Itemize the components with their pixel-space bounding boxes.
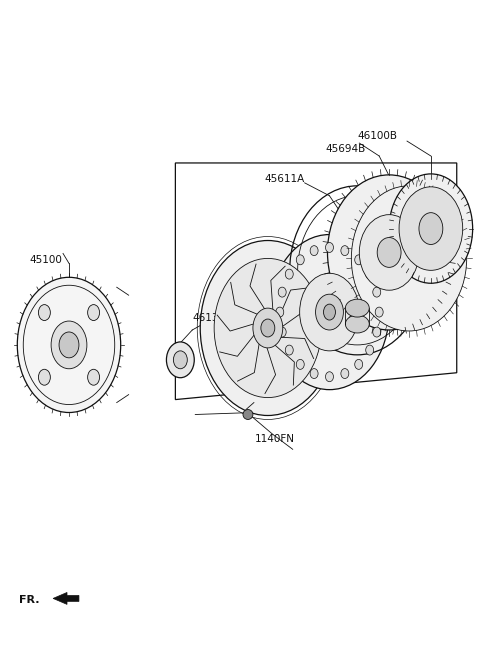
Ellipse shape xyxy=(355,255,363,265)
Text: 1140FN: 1140FN xyxy=(255,434,295,444)
Ellipse shape xyxy=(296,359,304,369)
Ellipse shape xyxy=(366,269,373,279)
Ellipse shape xyxy=(355,359,363,369)
Ellipse shape xyxy=(200,241,336,415)
Ellipse shape xyxy=(377,237,401,268)
Ellipse shape xyxy=(173,351,187,369)
Ellipse shape xyxy=(261,319,275,337)
Polygon shape xyxy=(53,592,79,604)
Ellipse shape xyxy=(324,304,336,320)
Ellipse shape xyxy=(88,304,99,321)
Text: 45100: 45100 xyxy=(29,255,62,266)
Ellipse shape xyxy=(278,287,286,297)
Ellipse shape xyxy=(296,255,304,265)
Ellipse shape xyxy=(253,308,283,348)
Text: 45694B: 45694B xyxy=(325,144,366,154)
Ellipse shape xyxy=(285,269,293,279)
Text: 45611A: 45611A xyxy=(265,174,305,184)
Ellipse shape xyxy=(419,213,443,245)
Ellipse shape xyxy=(375,307,383,317)
Ellipse shape xyxy=(38,304,50,321)
Ellipse shape xyxy=(243,409,253,419)
Ellipse shape xyxy=(351,186,467,331)
Ellipse shape xyxy=(214,258,322,398)
Ellipse shape xyxy=(327,175,451,330)
Ellipse shape xyxy=(270,235,389,390)
Ellipse shape xyxy=(59,332,79,358)
Ellipse shape xyxy=(310,369,318,379)
Ellipse shape xyxy=(276,307,284,317)
Ellipse shape xyxy=(346,299,369,317)
Ellipse shape xyxy=(310,245,318,256)
Text: FR.: FR. xyxy=(19,596,40,605)
Ellipse shape xyxy=(278,327,286,337)
Ellipse shape xyxy=(325,243,334,253)
Ellipse shape xyxy=(167,342,194,378)
Ellipse shape xyxy=(373,327,381,337)
Ellipse shape xyxy=(38,369,50,385)
Ellipse shape xyxy=(285,345,293,355)
Ellipse shape xyxy=(17,277,120,413)
Ellipse shape xyxy=(366,345,373,355)
Ellipse shape xyxy=(88,369,99,385)
Ellipse shape xyxy=(373,287,381,297)
Text: 46130: 46130 xyxy=(192,313,225,323)
Ellipse shape xyxy=(300,274,360,351)
Ellipse shape xyxy=(51,321,87,369)
Ellipse shape xyxy=(389,174,473,283)
Text: 46100B: 46100B xyxy=(357,131,397,141)
Ellipse shape xyxy=(341,369,349,379)
Ellipse shape xyxy=(325,372,334,382)
Ellipse shape xyxy=(399,187,463,270)
Ellipse shape xyxy=(346,315,369,333)
Ellipse shape xyxy=(360,215,419,290)
Ellipse shape xyxy=(315,294,343,330)
Ellipse shape xyxy=(341,245,349,256)
